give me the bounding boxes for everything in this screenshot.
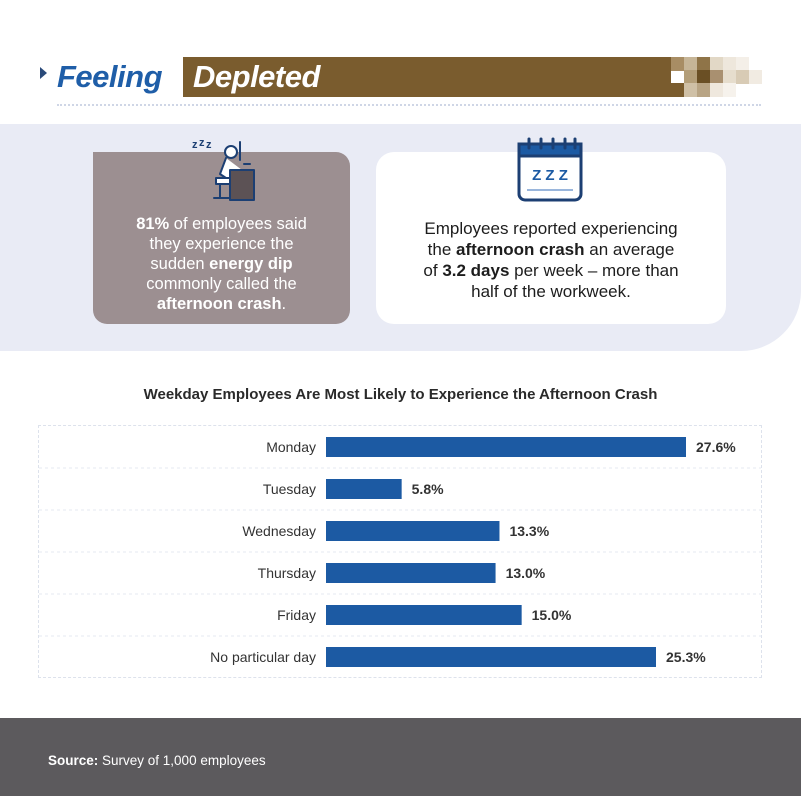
bar [326, 563, 496, 583]
source-text: Survey of 1,000 employees [98, 753, 266, 768]
stat-left-line: commonly called the [146, 275, 297, 293]
bar [326, 479, 402, 499]
stat-left-line: they experience the [149, 235, 294, 253]
title-band [183, 57, 671, 97]
category-label: Monday [266, 439, 316, 455]
bar [326, 647, 656, 667]
stat-right-line: of [423, 261, 443, 280]
category-label: Friday [277, 607, 316, 623]
stat-right-line: half of the workweek. [471, 282, 631, 301]
stat-left-line: . [281, 295, 287, 313]
value-label: 5.8% [412, 481, 444, 497]
value-label: 13.3% [509, 523, 549, 539]
stat-right-line: per week – more than [509, 261, 679, 280]
stat-left-emphasis: afternoon crash [156, 295, 282, 313]
category-label: Wednesday [242, 523, 316, 539]
chart-title: Weekday Employees Are Most Likely to Exp… [143, 386, 658, 403]
stat-left-line: sudden [150, 255, 210, 273]
stat-right-text: Employees reported experiencing the afte… [385, 218, 717, 302]
value-label: 13.0% [506, 565, 546, 581]
footer [0, 718, 801, 796]
page-title-feeling: Feeling [57, 59, 163, 94]
header: Feeling Depleted [0, 0, 801, 112]
stat-right-emphasis: 3.2 days [442, 261, 510, 280]
calendar-zzz-text: Z Z Z [532, 167, 568, 184]
stat-left-emphasis: energy dip [209, 255, 293, 273]
sleeping-worker-icon: z z z [192, 137, 255, 201]
source-note: Source: Survey of 1,000 employees [48, 753, 266, 768]
page-title-depleted: Depleted [193, 59, 320, 94]
svg-text:z: z [199, 137, 205, 149]
value-label: 25.3% [666, 649, 706, 665]
stat-left-line: of employees said [169, 215, 307, 233]
stat-right-line: an average [584, 240, 675, 259]
bar [326, 605, 522, 625]
category-label: No particular day [210, 649, 316, 665]
svg-text:z: z [206, 139, 212, 151]
svg-text:z: z [192, 139, 198, 151]
chart-frame [38, 425, 762, 678]
value-label: 27.6% [696, 439, 736, 455]
stat-percent: 81% [136, 215, 170, 233]
bar [326, 437, 686, 457]
calendar-zzz-icon: Z Z Z [517, 137, 583, 202]
stat-right-line: Employees reported experiencing [424, 219, 678, 238]
source-label: Source: [48, 753, 99, 768]
value-label: 15.0% [532, 607, 572, 623]
stat-right-emphasis: afternoon crash [456, 240, 585, 259]
header-arrow-icon [40, 67, 47, 79]
stat-right-line: the [427, 240, 457, 259]
stat-left-text: 81% of employees said they experience th… [93, 214, 350, 314]
bar [326, 521, 500, 541]
header-divider [57, 104, 761, 106]
category-label: Tuesday [263, 481, 316, 497]
category-label: Thursday [258, 565, 316, 581]
